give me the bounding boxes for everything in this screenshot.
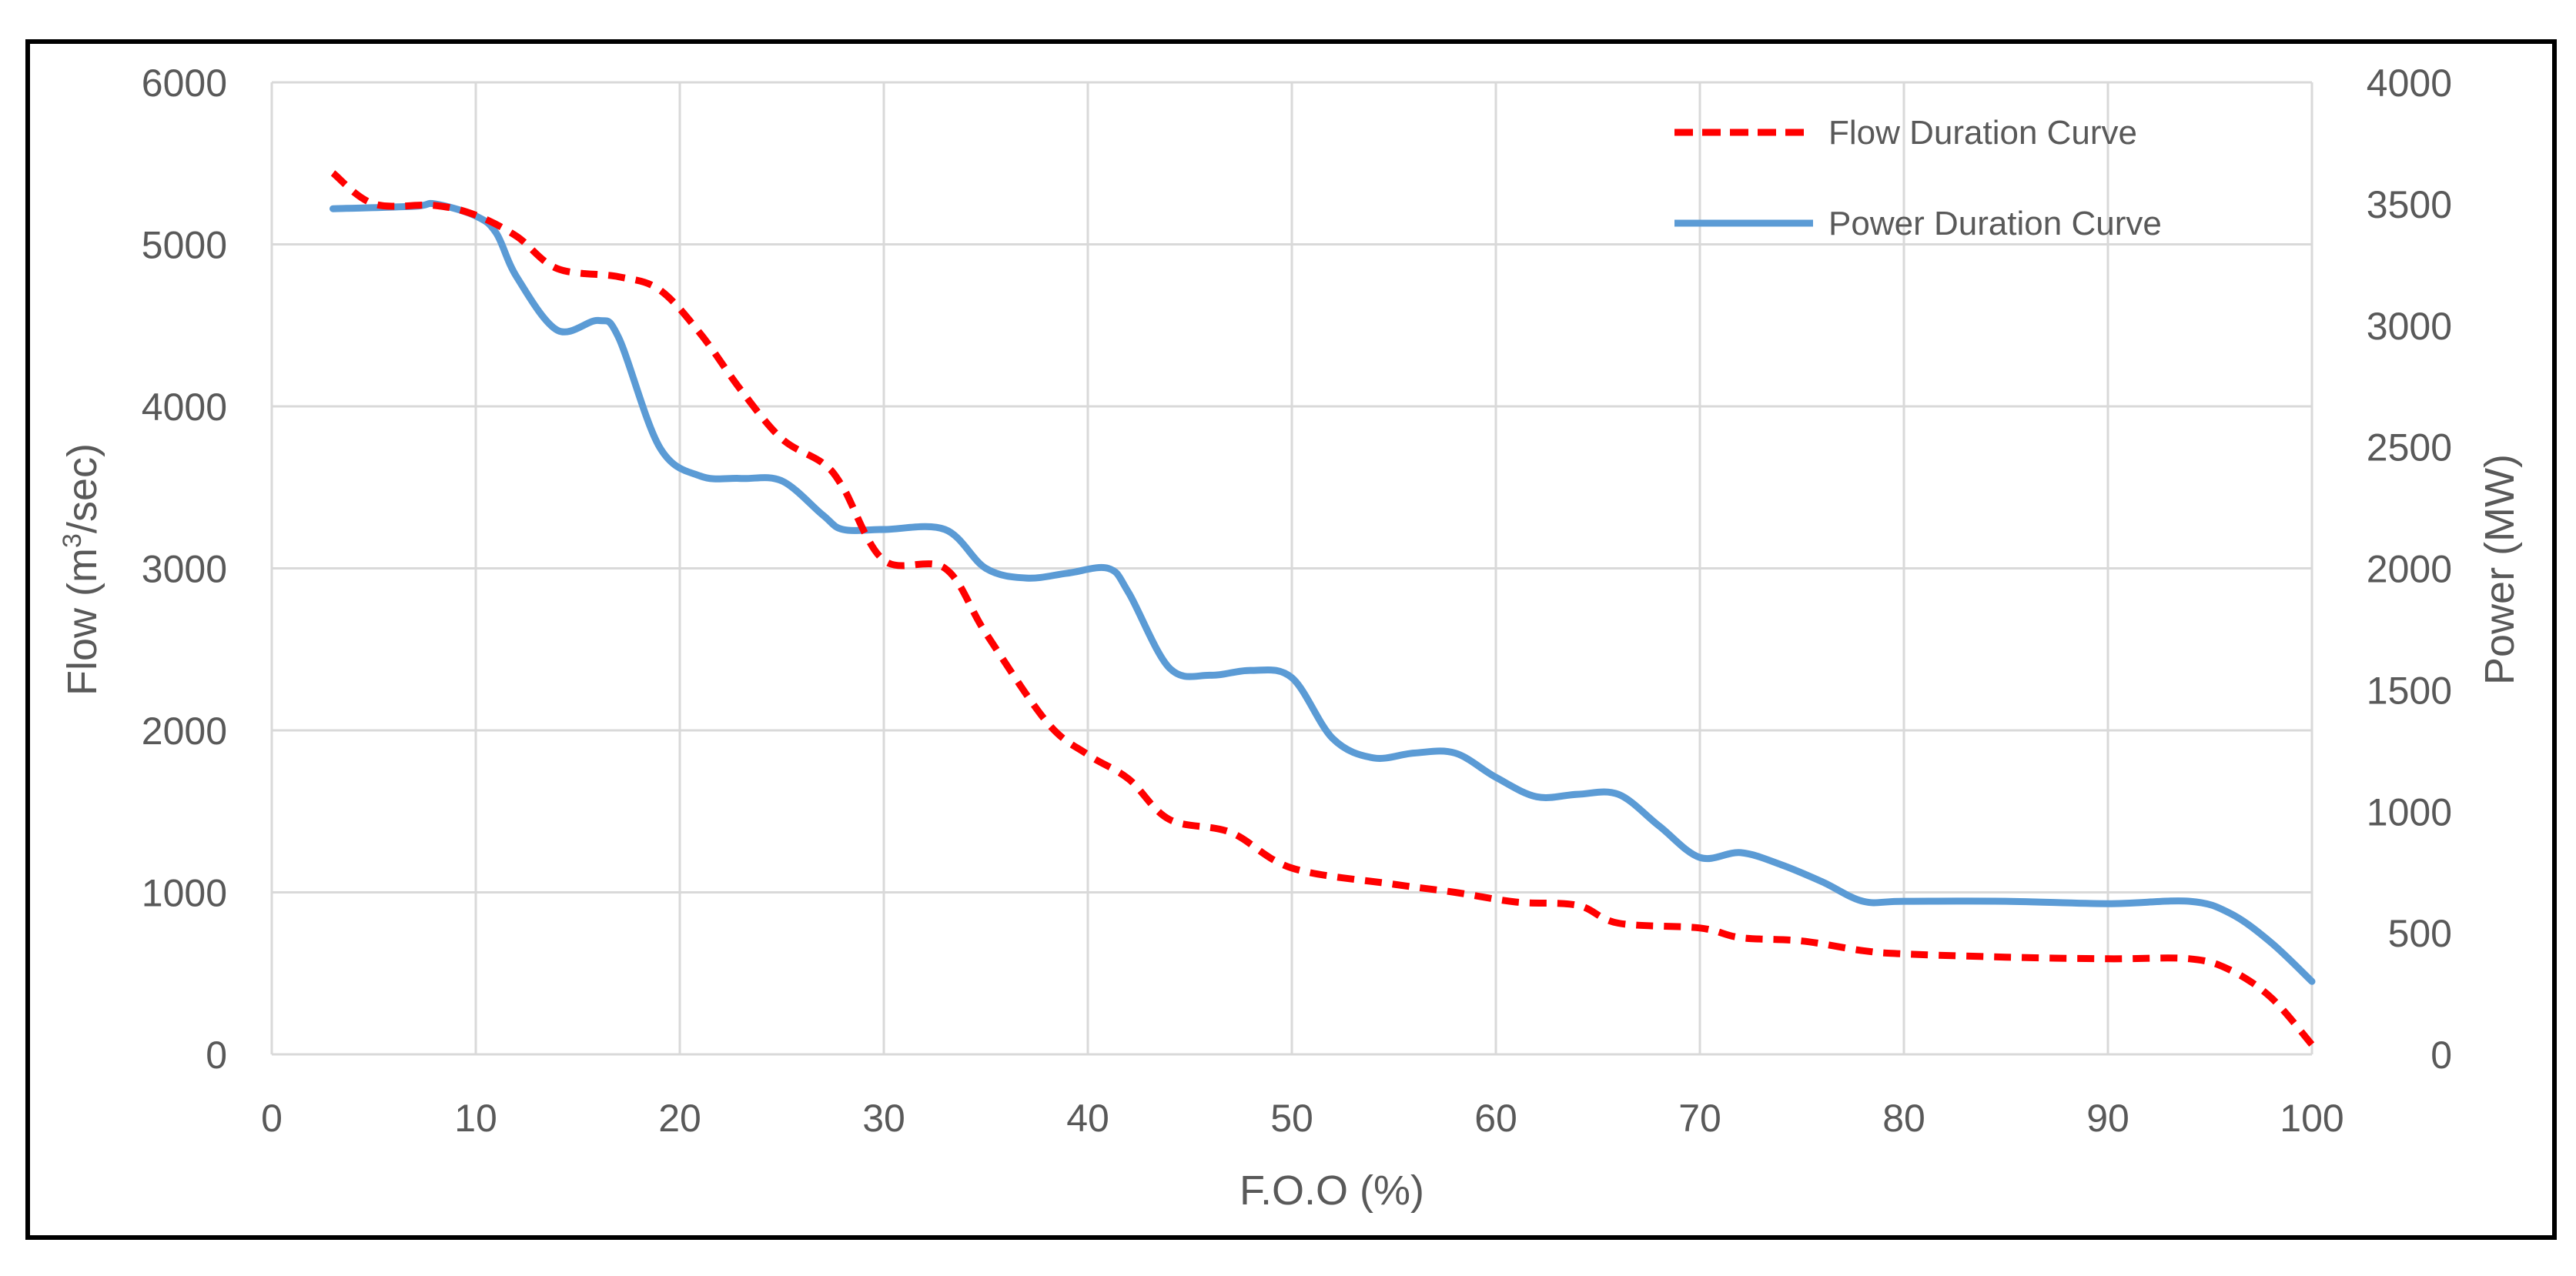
x-tick-label: 40 [1066, 1097, 1109, 1140]
y-tick-label: 1000 [142, 872, 227, 915]
legend: Flow Duration Curve Power Duration Curve [1674, 114, 2162, 242]
x-tick-label: 60 [1474, 1097, 1517, 1140]
y-tick-label: 3000 [142, 548, 227, 591]
x-tick-label: 30 [862, 1097, 905, 1140]
legend-flow-label: Flow Duration Curve [1828, 114, 2137, 152]
y-tick-label: 4000 [142, 386, 227, 429]
y2-tick-label: 4000 [2367, 62, 2452, 105]
y-axis-title-tail: /sec) [59, 443, 105, 533]
left-axis-ticks: 0 1000 2000 3000 4000 5000 6000 [142, 62, 227, 1077]
y2-tick-label: 500 [2388, 912, 2452, 955]
y2-tick-label: 1500 [2367, 669, 2452, 712]
x-axis-title: F.O.O (%) [1239, 1167, 1424, 1214]
x-tick-label: 100 [2280, 1097, 2343, 1140]
y2-tick-label: 0 [2430, 1034, 2452, 1077]
power-duration-line [330, 199, 2316, 985]
y2-tick-label: 2500 [2367, 426, 2452, 469]
y-tick-label: 5000 [142, 224, 227, 267]
x-tick-label: 90 [2086, 1097, 2129, 1140]
legend-power-label: Power Duration Curve [1828, 205, 2162, 242]
x-axis-ticks: 0 10 20 30 40 50 60 70 80 90 100 [261, 1097, 2344, 1140]
y2-axis-title: Power (MW) [2477, 454, 2523, 685]
y2-tick-label: 3000 [2367, 305, 2452, 348]
x-tick-label: 70 [1678, 1097, 1721, 1140]
y-axis-title: Flow (m3/sec) [58, 443, 105, 696]
x-tick-label: 20 [658, 1097, 701, 1140]
y2-tick-label: 2000 [2367, 548, 2452, 591]
series-lines [330, 170, 2316, 1047]
x-tick-label: 10 [454, 1097, 497, 1140]
x-tick-label: 80 [1882, 1097, 1925, 1140]
x-tick-label: 50 [1270, 1097, 1313, 1140]
y-tick-label: 2000 [142, 710, 227, 753]
flow-duration-line [330, 170, 2315, 1047]
y2-tick-label: 1000 [2367, 790, 2452, 833]
y-tick-label: 6000 [142, 62, 227, 105]
right-axis-ticks: 0 500 1000 1500 2000 2500 3000 3500 4000 [2367, 62, 2452, 1077]
x-tick-label: 0 [261, 1097, 283, 1140]
gridlines [270, 81, 2313, 1056]
y2-tick-label: 3500 [2367, 183, 2452, 226]
y-axis-title-main: Flow (m [59, 548, 105, 696]
y-tick-label: 0 [206, 1034, 227, 1077]
y-axis-title-superscript: 3 [58, 533, 87, 548]
